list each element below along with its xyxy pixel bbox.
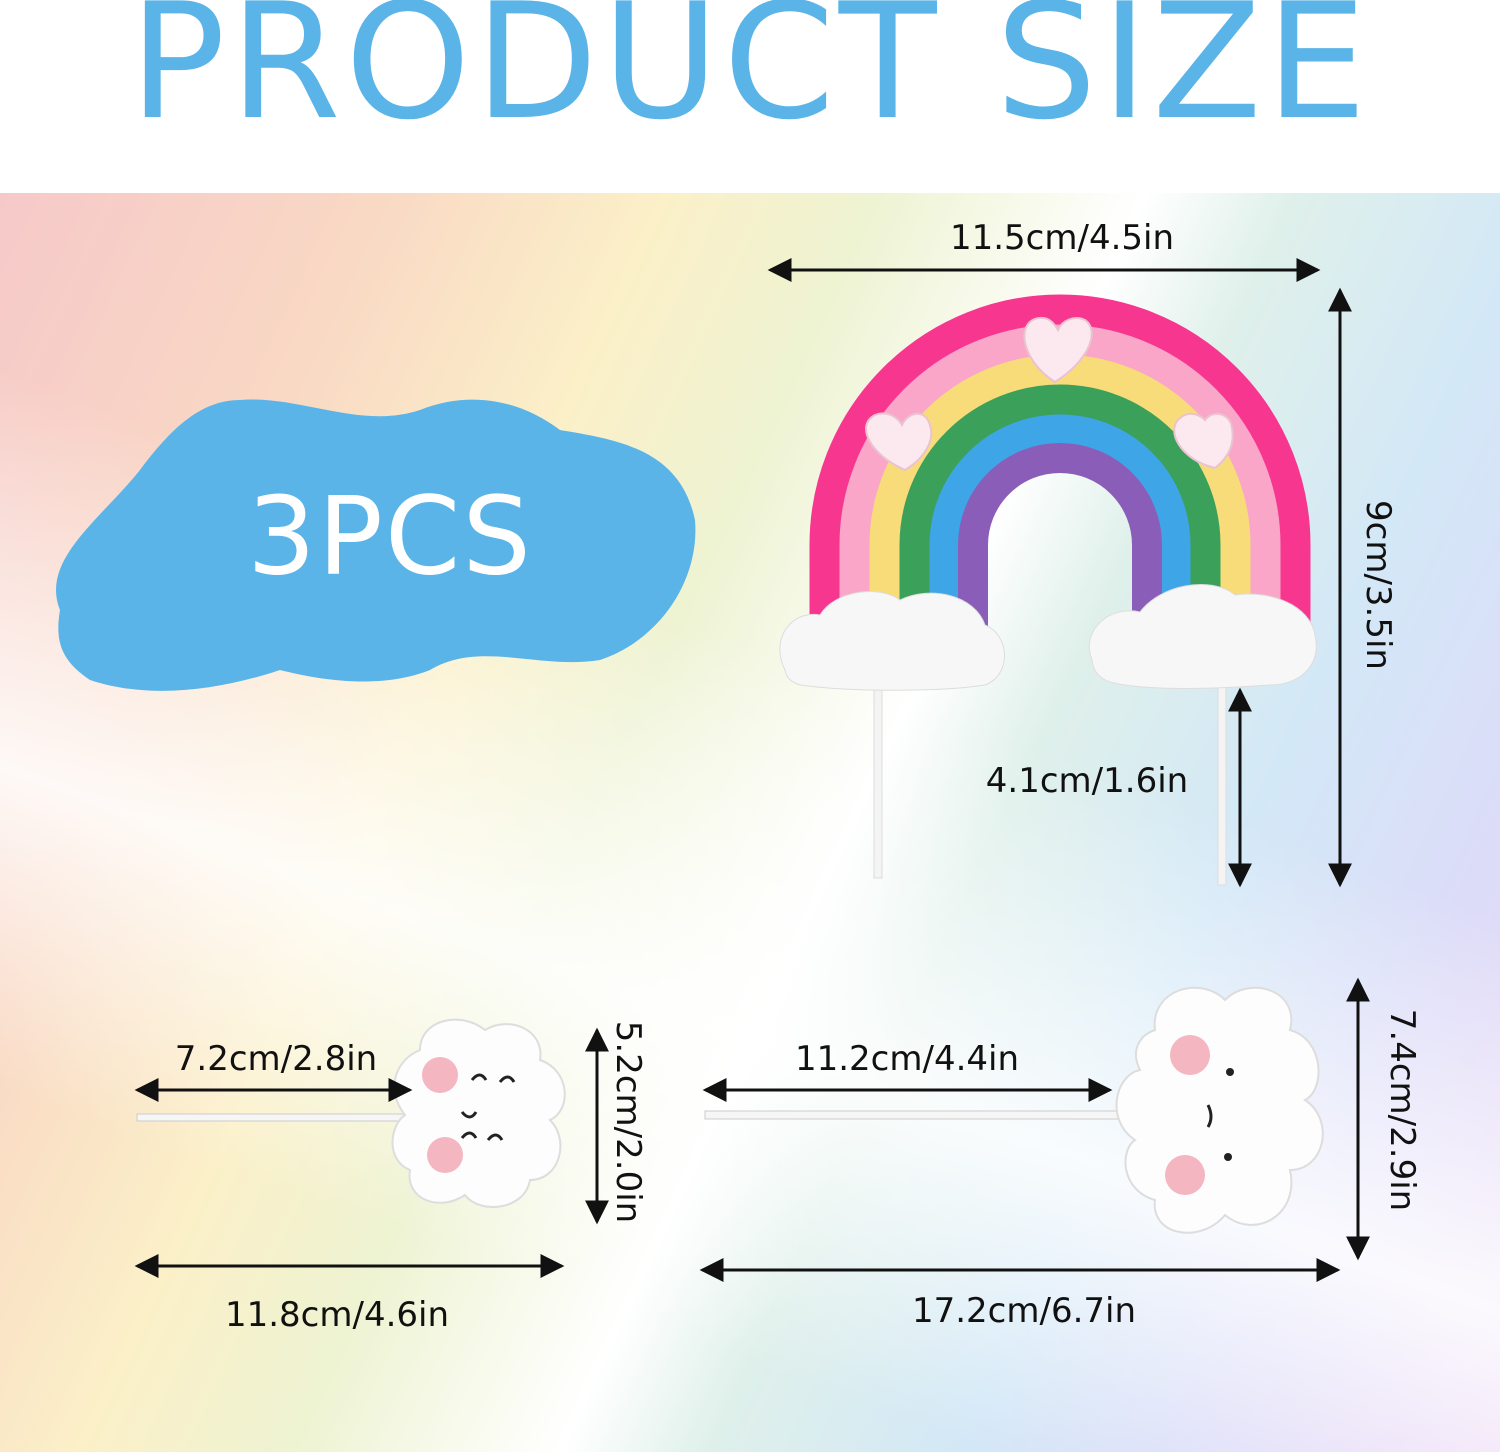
heart-icon	[1173, 412, 1234, 470]
pink-pompom	[427, 1137, 463, 1173]
rainbow-stick-label: 4.1cm/1.6in	[985, 761, 1189, 801]
rainbow-cloud-left	[779, 591, 1005, 691]
rainbow-cloud-right	[1088, 583, 1317, 689]
pink-pompom	[422, 1057, 458, 1093]
rainbow-band	[929, 414, 1191, 641]
rainbow-band	[958, 443, 1162, 640]
rainbow-stick-right	[1217, 679, 1227, 886]
page-title: PRODUCT SIZE	[129, 0, 1371, 155]
small-cloud-stick	[136, 1113, 418, 1122]
small-cloud-topper	[391, 1018, 566, 1208]
rainbow-height-label: 9cm/3.5in	[1358, 500, 1398, 670]
small-stick-label: 7.2cm/2.8in	[174, 1039, 378, 1079]
large-length-label: 17.2cm/6.7in	[911, 1291, 1137, 1331]
rainbow-band	[899, 384, 1221, 641]
large-cloud-topper	[1115, 986, 1324, 1234]
rainbow-stick-left	[873, 679, 883, 879]
heart-icon	[865, 412, 933, 472]
quantity-badge: 3PCS	[247, 474, 533, 600]
heart-icon	[1023, 316, 1093, 384]
large-height-label: 7.4cm/2.9in	[1382, 1008, 1422, 1212]
pink-pompom	[1170, 1035, 1210, 1075]
blue-paint-blob	[56, 399, 696, 691]
large-cloud-stick	[704, 1110, 1126, 1120]
rainbow-width-label: 11.5cm/4.5in	[949, 218, 1175, 258]
pink-pompom	[1165, 1155, 1205, 1195]
small-length-label: 11.8cm/4.6in	[224, 1295, 450, 1335]
large-stick-label: 11.2cm/4.4in	[794, 1039, 1020, 1079]
rainbow-band	[809, 294, 1311, 641]
small-height-label: 5.2cm/2.0in	[608, 1020, 648, 1224]
